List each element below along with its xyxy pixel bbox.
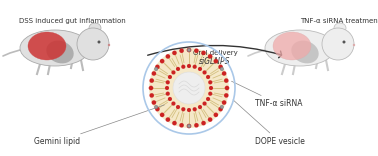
Circle shape (165, 86, 169, 90)
Text: DOPE vesicle: DOPE vesicle (233, 100, 305, 146)
Circle shape (149, 48, 229, 128)
Circle shape (176, 67, 180, 71)
Circle shape (218, 65, 223, 69)
Circle shape (194, 123, 198, 127)
Circle shape (168, 97, 172, 101)
Circle shape (181, 65, 185, 69)
Ellipse shape (46, 41, 74, 63)
Circle shape (218, 107, 223, 111)
Circle shape (206, 75, 210, 79)
Circle shape (152, 100, 156, 105)
Circle shape (155, 107, 160, 111)
Text: DSS induced gut inflammation: DSS induced gut inflammation (19, 18, 125, 24)
Text: Oral delivery: Oral delivery (193, 50, 237, 56)
Ellipse shape (28, 32, 66, 60)
Circle shape (172, 71, 175, 74)
Circle shape (166, 54, 170, 59)
Circle shape (187, 108, 191, 112)
Circle shape (222, 71, 226, 76)
Circle shape (201, 51, 206, 55)
Circle shape (149, 86, 153, 90)
Circle shape (150, 78, 154, 83)
Circle shape (187, 124, 191, 128)
Circle shape (209, 86, 213, 90)
Ellipse shape (273, 32, 311, 60)
Circle shape (77, 28, 109, 60)
Circle shape (225, 86, 229, 90)
Circle shape (168, 75, 172, 79)
Circle shape (187, 124, 191, 128)
Circle shape (160, 113, 164, 117)
Circle shape (150, 93, 154, 98)
Circle shape (342, 41, 345, 44)
Circle shape (224, 78, 228, 83)
Ellipse shape (291, 41, 319, 63)
Circle shape (187, 48, 191, 52)
Circle shape (181, 107, 185, 111)
Circle shape (220, 67, 224, 71)
Circle shape (166, 117, 170, 122)
Circle shape (180, 49, 184, 53)
Circle shape (172, 51, 177, 55)
Circle shape (154, 105, 158, 109)
Circle shape (322, 28, 354, 60)
Circle shape (208, 80, 212, 84)
Circle shape (98, 41, 101, 44)
Circle shape (176, 105, 180, 109)
Circle shape (220, 105, 224, 109)
Circle shape (203, 102, 206, 106)
Circle shape (180, 123, 184, 127)
Ellipse shape (334, 23, 346, 33)
Circle shape (206, 97, 210, 101)
Circle shape (193, 65, 197, 69)
Ellipse shape (265, 30, 335, 66)
Circle shape (187, 48, 191, 52)
Circle shape (155, 65, 160, 69)
Circle shape (172, 121, 177, 125)
Circle shape (193, 107, 197, 111)
Circle shape (353, 44, 355, 46)
Circle shape (203, 71, 206, 74)
Circle shape (160, 59, 164, 63)
Ellipse shape (20, 30, 90, 66)
Text: TNF-α siRNA treatment: TNF-α siRNA treatment (300, 18, 378, 24)
Ellipse shape (89, 23, 101, 33)
Circle shape (198, 67, 202, 71)
Circle shape (166, 92, 170, 96)
Text: TNF-α siRNA: TNF-α siRNA (231, 81, 302, 109)
Text: siGLNPS: siGLNPS (199, 57, 231, 66)
Circle shape (194, 49, 198, 53)
Circle shape (222, 100, 226, 105)
Circle shape (166, 80, 170, 84)
Circle shape (152, 71, 156, 76)
Circle shape (208, 117, 212, 122)
Circle shape (201, 121, 206, 125)
Circle shape (172, 102, 175, 106)
Circle shape (198, 105, 202, 109)
Circle shape (214, 59, 218, 63)
Circle shape (187, 64, 191, 68)
Circle shape (108, 44, 110, 46)
Circle shape (154, 67, 158, 71)
Text: Gemini lipid: Gemini lipid (34, 105, 164, 146)
Circle shape (173, 72, 205, 104)
Circle shape (214, 113, 218, 117)
Circle shape (224, 93, 228, 98)
Circle shape (208, 92, 212, 96)
Circle shape (208, 54, 212, 59)
